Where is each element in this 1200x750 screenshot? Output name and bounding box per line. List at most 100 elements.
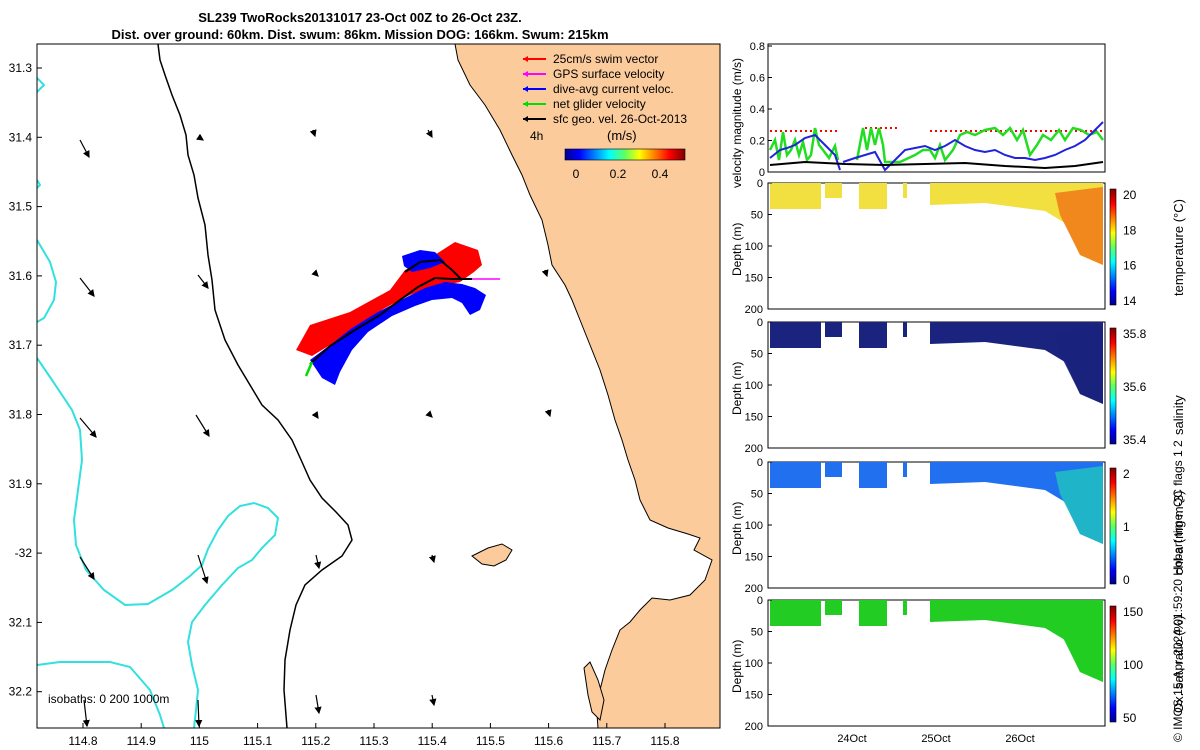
- depth-tick-label: 150: [745, 273, 763, 285]
- colorbar-tick-label: 0: [1123, 573, 1130, 587]
- legend-label: dive-avg current veloc.: [553, 82, 674, 96]
- profile-colorbar: [1109, 467, 1117, 585]
- time-tick-label: 25Oct: [921, 733, 950, 745]
- depth-axis-label: Depth (m): [730, 640, 744, 693]
- legend-label: GPS surface velocity: [553, 67, 664, 81]
- map-x-tick-label: 115.1: [243, 734, 272, 748]
- depth-tick-label: 150: [745, 552, 763, 564]
- colorbar-label: temperature (°C): [1171, 199, 1186, 296]
- velocity-y-tick-label: 0.6: [750, 73, 765, 85]
- colorbar-unit: (m/s): [607, 128, 637, 143]
- map-y-tick-label: -32: [15, 546, 33, 560]
- depth-tick-label: 0: [757, 595, 763, 607]
- profile-data-fill: [770, 600, 1103, 682]
- velocity-magnitude-panel: 0 0.2 0.4 0.6 0.8 velocity magnitude (m/s): [730, 41, 1106, 188]
- map-y-tick-label: 31.7: [9, 338, 33, 352]
- depth-tick-label: 50: [751, 349, 763, 361]
- speed-colorbar: [564, 148, 686, 161]
- profile-panel-salinity: 0 50 100 150 200 Depth (m) 35.4 35.6 35.8 salinit…: [730, 317, 1186, 455]
- map-y-tick-label: 31.9: [9, 477, 33, 491]
- depth-tick-label: 0: [757, 178, 763, 190]
- map-x-tick-label: 115: [190, 734, 209, 748]
- speed-colorbar-tick-label: 0.2: [610, 167, 627, 181]
- legend-label: 25cm/s swim vector: [553, 52, 658, 66]
- depth-axis-label: Depth (m): [730, 362, 744, 415]
- velocity-y-tick-label: 0: [759, 167, 765, 179]
- velocity-y-ticks: 0 0.2 0.4 0.6 0.8: [750, 41, 772, 179]
- depth-tick-label: 50: [751, 489, 763, 501]
- map-x-tick-label: 114.8: [68, 734, 97, 748]
- map-y-ticks: 31.3 31.4 31.5 31.6 31.7 31.8 31.9 -32 32.1 32.2: [9, 61, 42, 699]
- colorbar-tick-label: 150: [1123, 605, 1143, 619]
- colorbar-tick-label: 35.4: [1123, 433, 1147, 447]
- swim-vector-fan: [296, 242, 482, 356]
- map-y-tick-label: 31.4: [9, 130, 33, 144]
- map-y-tick-label: 31.3: [9, 61, 33, 75]
- profile-panel-oxygen: 0 50 100 150 200 Depth (m) 50 100 150 Ox. sat. ra…: [730, 595, 1186, 733]
- profile-data-fill: [770, 183, 1103, 265]
- depth-tick-label: 200: [745, 304, 763, 316]
- colorbar-tick-label: 50: [1123, 711, 1137, 725]
- glider-speed-series: [768, 125, 1104, 164]
- isobath-1000m: [37, 77, 280, 728]
- map-x-ticks: 114.8 114.9 115 115.1 115.2 115.3 115.4 115.5 11…: [68, 723, 680, 748]
- legend-label: sfc geo. vel. 26-Oct-2013: [553, 112, 687, 126]
- map-y-tick-label: 31.6: [9, 269, 33, 283]
- colorbar-tick-label: 35.8: [1123, 327, 1147, 341]
- profile-panel-chla: 0 50 100 150 200 Depth (m) 0 1 2 chl-a (mg m-3): [730, 457, 1186, 595]
- depth-tick-label: 0: [757, 317, 763, 329]
- island: [471, 543, 513, 567]
- velocity-y-tick-label: 0.2: [750, 136, 765, 148]
- depth-tick-label: 200: [745, 721, 763, 733]
- island: [583, 661, 605, 722]
- depth-tick-label: 0: [757, 457, 763, 469]
- colorbar-tick-label: 100: [1123, 658, 1143, 672]
- profile-colorbar: [1109, 188, 1117, 306]
- current-speed-series: [769, 121, 1104, 172]
- depth-tick-label: 200: [745, 443, 763, 455]
- colorbar-tick-label: 35.6: [1123, 380, 1147, 394]
- net-glider-velocity-arrow: [304, 361, 314, 377]
- colorbar-label: salinity: [1171, 395, 1186, 435]
- glider-track-map: 31.331.431.531.631.731.831.9-3232.132.2 …: [9, 43, 721, 748]
- colorbar-tick-label: 2: [1123, 467, 1130, 481]
- map-y-tick-label: 31.5: [9, 200, 33, 214]
- map-x-tick-label: 115.8: [650, 734, 679, 748]
- velocity-y-tick-label: 0.8: [750, 41, 765, 53]
- legend-sub-label: 4h: [530, 129, 543, 143]
- map-y-tick-label: 32.2: [9, 685, 33, 699]
- speed-colorbar-tick-label: 0.4: [652, 167, 669, 181]
- profile-colorbar: [1109, 327, 1117, 445]
- colorbar-tick-label: 18: [1123, 223, 1137, 237]
- profile-data-fill: [770, 462, 1103, 544]
- map-x-tick-label: 115.4: [418, 734, 447, 748]
- depth-tick-label: 150: [745, 690, 763, 702]
- profile-data-fill: [770, 322, 1103, 404]
- colorbar-tick-label: 1: [1123, 520, 1130, 534]
- plot-title-line-1: SL239 TwoRocks20131017 23-Oct 00Z to 26-…: [198, 10, 522, 25]
- map-x-tick-label: 115.6: [534, 734, 563, 748]
- colorbar-tick-label: 20: [1123, 188, 1137, 202]
- depth-tick-label: 100: [745, 658, 763, 670]
- map-x-tick-label: 115.3: [359, 734, 388, 748]
- time-tick-label: 24Oct: [837, 733, 866, 745]
- surface-velocity-arrows: [79, 129, 552, 728]
- depth-tick-label: 200: [745, 583, 763, 595]
- map-x-tick-label: 115.2: [301, 734, 330, 748]
- speed-colorbar-ticks: 0 0.2 0.4: [573, 167, 669, 181]
- colorbar-tick-label: 14: [1123, 294, 1137, 308]
- depth-tick-label: 100: [745, 241, 763, 253]
- map-y-tick-label: 31.8: [9, 408, 33, 422]
- velocity-y-tick-label: 0.4: [750, 104, 765, 116]
- plot-title-line-2: Dist. over ground: 60km. Dist. swum: 86k…: [111, 27, 609, 42]
- depth-axis-label: Depth (m): [730, 223, 744, 276]
- time-tick-label: 26Oct: [1005, 733, 1034, 745]
- glider-track: [309, 258, 472, 365]
- profile-panels: 0 0.2 0.4 0.6 0.8 velocity magnitude (m/s) 0…: [730, 41, 1186, 745]
- map-x-tick-label: 115.7: [592, 734, 621, 748]
- time-axis-ticks: 24Oct 25Oct 26Oct: [837, 733, 1034, 745]
- depth-tick-label: 100: [745, 380, 763, 392]
- map-x-tick-label: 115.5: [476, 734, 505, 748]
- land-area: [454, 44, 720, 728]
